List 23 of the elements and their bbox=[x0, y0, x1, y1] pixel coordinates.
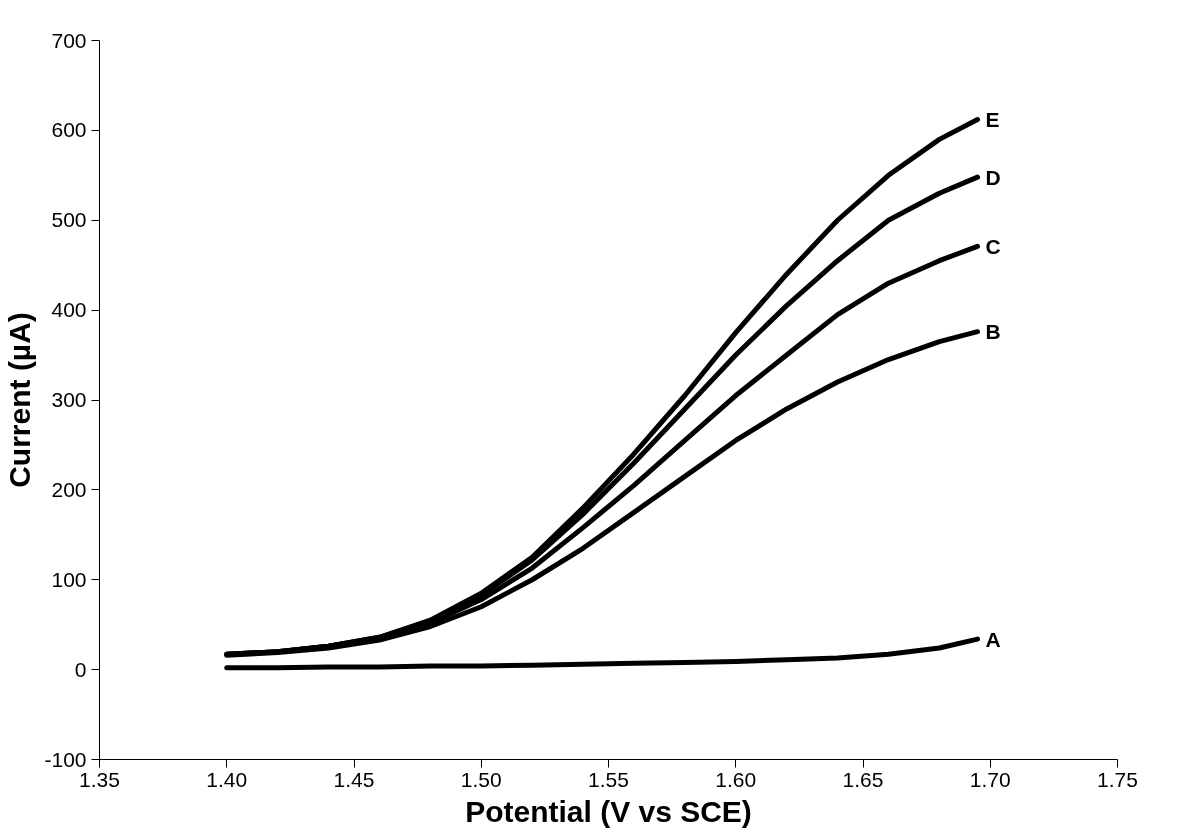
y-tick-label: 700 bbox=[51, 28, 87, 52]
x-tick-label: 1.55 bbox=[588, 767, 629, 791]
y-tick-label: 500 bbox=[51, 208, 87, 232]
y-axis-title: Current (µA) bbox=[3, 312, 37, 488]
series-label: B bbox=[985, 320, 1001, 344]
y-tick-label: 400 bbox=[51, 298, 87, 322]
x-tick-label: 1.40 bbox=[206, 767, 248, 791]
series-label: C bbox=[985, 234, 1001, 258]
y-tick-label: 300 bbox=[51, 388, 87, 411]
x-axis-title: Potential (V vs SCE) bbox=[465, 794, 752, 828]
y-tick-label: 600 bbox=[51, 118, 87, 142]
y-tick-label: 200 bbox=[51, 477, 87, 501]
series-label: A bbox=[985, 627, 1001, 651]
x-tick-label: 1.70 bbox=[969, 767, 1011, 791]
y-tick-label: 100 bbox=[51, 567, 87, 591]
series-label: D bbox=[985, 165, 1001, 189]
x-tick-label: 1.60 bbox=[715, 767, 757, 791]
x-tick-label: 1.65 bbox=[842, 767, 884, 791]
x-tick-label: 1.75 bbox=[1097, 767, 1138, 791]
y-tick-label: 0 bbox=[74, 657, 87, 681]
x-tick-label: 1.50 bbox=[460, 767, 502, 791]
x-tick-label: 1.45 bbox=[333, 767, 375, 791]
series-label: E bbox=[985, 108, 1000, 132]
